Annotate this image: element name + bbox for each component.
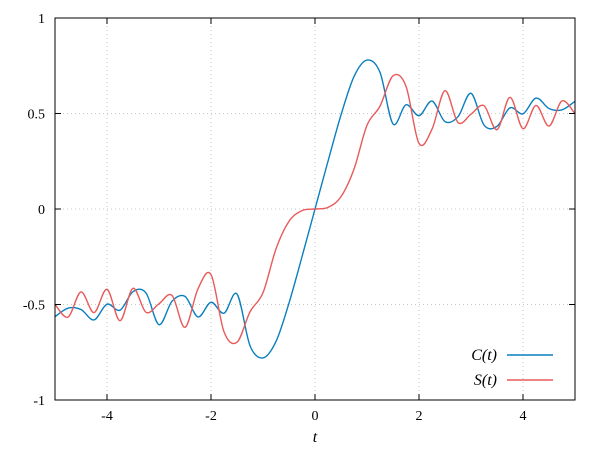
series-line-s <box>54 73 576 345</box>
x-tick-label: 4 <box>520 409 527 424</box>
y-tick-label: -1 <box>33 394 45 409</box>
y-tick-label: 0 <box>38 203 45 218</box>
x-tick-label: 0 <box>312 409 319 424</box>
legend: C(t) S(t) <box>471 347 553 389</box>
y-tick-label: 1 <box>38 12 45 27</box>
x-axis-label: t <box>313 429 318 446</box>
axis-ticks <box>55 17 575 401</box>
legend-label: C(t) <box>471 347 497 364</box>
x-tick-label: -2 <box>205 409 217 424</box>
y-tick-label: 0.5 <box>28 108 46 123</box>
x-tick-label: -4 <box>101 409 113 424</box>
y-tick-label: -0.5 <box>23 299 45 314</box>
series-lines <box>54 59 576 359</box>
x-tick-label: 2 <box>416 409 423 424</box>
legend-label: S(t) <box>474 372 497 389</box>
tick-labels: -4 -2 0 2 4 -1 -0.5 0 0.5 1 <box>23 12 527 424</box>
